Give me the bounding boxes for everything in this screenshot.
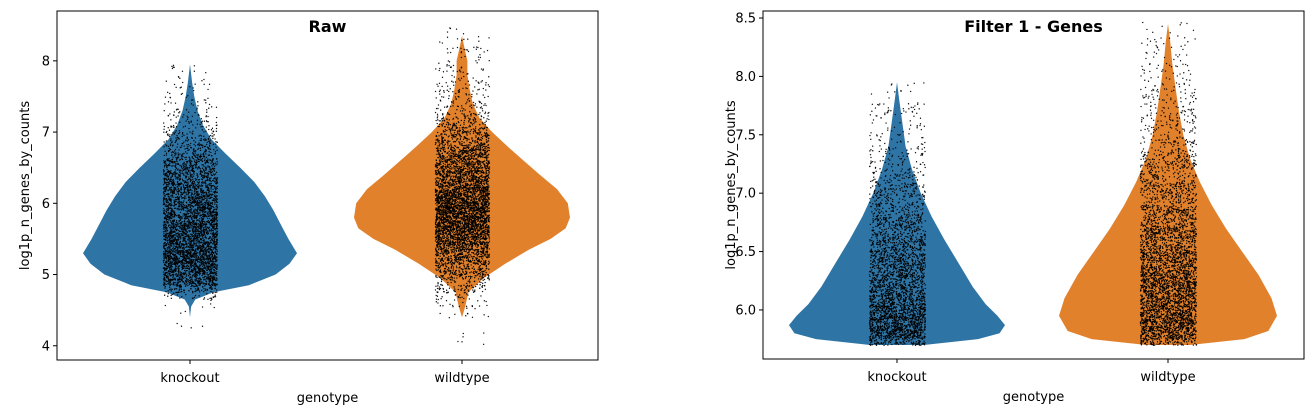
y-tick-label: 8.0 <box>735 70 756 85</box>
x-tick-label-wildtype: wildtype <box>434 371 489 386</box>
violin-wildtype <box>1059 23 1277 346</box>
points-knockout-marks <box>868 82 926 346</box>
points-knockout <box>162 64 219 329</box>
y-tick-label: 7.0 <box>735 187 756 202</box>
x-axis-label: genotype <box>297 391 358 406</box>
y-axis-label: log1p_n_genes_by_counts <box>724 100 739 269</box>
points-wildtype <box>434 27 491 345</box>
x-tick-label-knockout: knockout <box>867 370 926 385</box>
points-wildtype-marks <box>1139 21 1198 346</box>
y-tick-label: 7 <box>42 126 50 141</box>
axes-frame <box>56 10 599 361</box>
points-wildtype-marks <box>434 27 491 345</box>
chart-panel-1: Raw 4 5 6 7 8 knockout wildtype genotype log1p_n_… <box>18 10 599 406</box>
chart-panel-2: Filter 1 - Genes 6.0 6.5 7.0 7.5 8.0 8.5 knocko… <box>724 10 1305 405</box>
y-tick-label: 8 <box>42 54 50 69</box>
violin-knockout <box>789 82 1005 345</box>
chart-title: Filter 1 - Genes <box>964 17 1103 36</box>
x-tick-label-wildtype: wildtype <box>1140 370 1195 385</box>
x-tick-label-knockout: knockout <box>160 371 219 386</box>
y-tick-label: 6.5 <box>735 245 756 260</box>
points-knockout <box>868 82 926 346</box>
x-axis-label: genotype <box>1003 390 1064 405</box>
y-tick-label: 8.5 <box>735 12 756 27</box>
points-wildtype <box>1139 21 1198 346</box>
violin-wildtype <box>354 35 570 318</box>
y-tick-label: 4 <box>42 339 50 354</box>
y-tick-label: 5 <box>42 268 50 283</box>
y-tick-label: 6 <box>42 197 50 212</box>
y-tick-label: 6.0 <box>735 303 756 318</box>
axes-frame <box>762 10 1305 360</box>
y-axis-label: log1p_n_genes_by_counts <box>18 101 33 270</box>
points-knockout-marks <box>162 64 219 329</box>
y-tick-label: 7.5 <box>735 128 756 143</box>
chart-title: Raw <box>309 17 347 36</box>
